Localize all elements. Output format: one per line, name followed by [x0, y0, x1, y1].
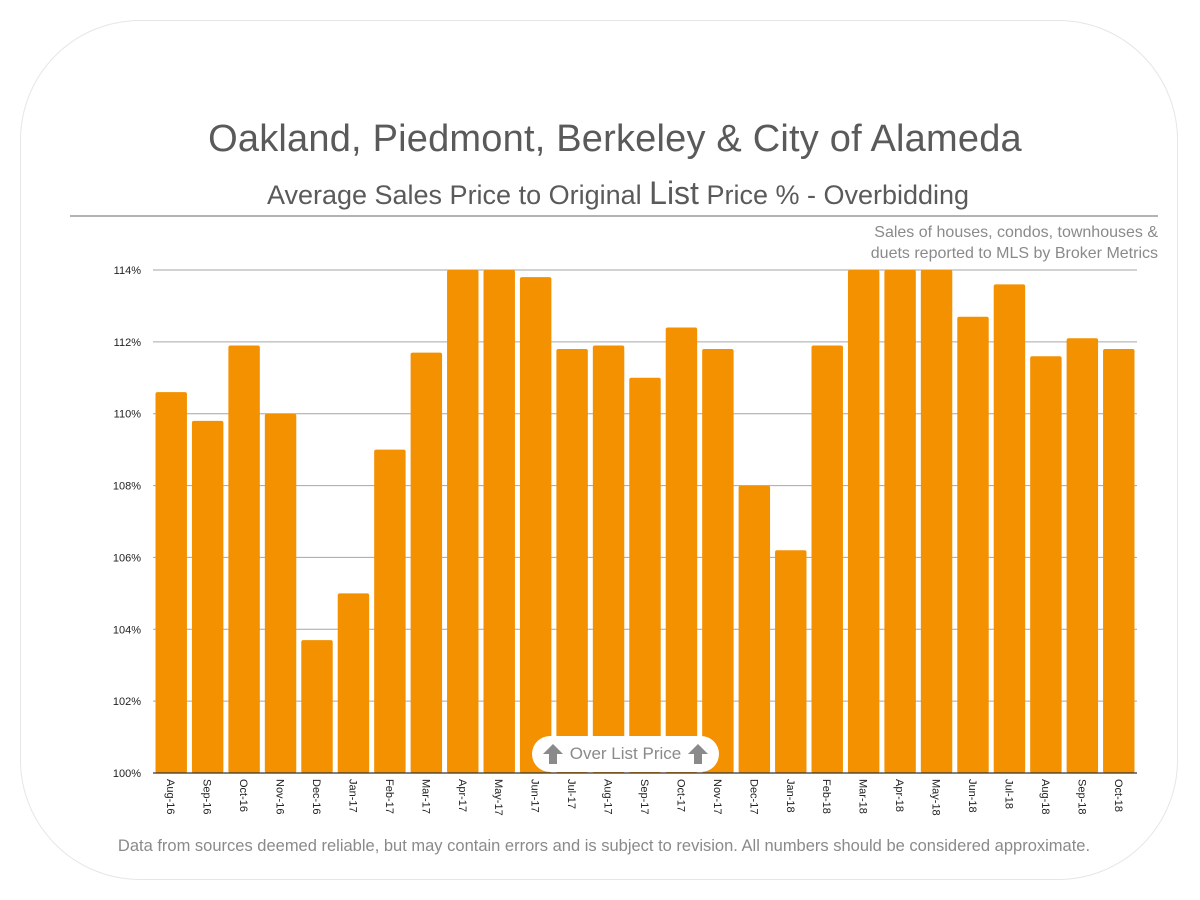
disclaimer-footer: Data from sources deemed reliable, but m…	[117, 837, 1091, 855]
x-tick-label: Aug-17	[602, 779, 614, 814]
x-tick-label: Apr-17	[456, 779, 468, 812]
x-tick-label: Nov-16	[274, 779, 286, 814]
chart-subtitle: Average Sales Price to Original List Pri…	[0, 175, 1200, 212]
y-tick-label: 104%	[113, 624, 141, 636]
source-note-line-1: Sales of houses, condos, townhouses &	[874, 224, 1158, 241]
x-tick-label: Apr-18	[893, 779, 905, 812]
bar-jan-18	[775, 550, 807, 773]
source-note: Sales of houses, condos, townhouses & du…	[828, 222, 1158, 264]
x-tick-label: Jun-18	[966, 779, 978, 813]
bar-jul-17	[556, 349, 588, 773]
x-tick-label: Jul-18	[1002, 779, 1014, 809]
bar-jun-18	[957, 316, 989, 773]
bar-oct-17	[665, 327, 698, 773]
bar-oct-18	[1103, 349, 1135, 773]
y-tick-label: 102%	[113, 696, 141, 708]
x-tick-label: Feb-17	[383, 779, 395, 814]
y-tick-label: 106%	[113, 552, 141, 564]
x-tick-label: Nov-17	[711, 779, 723, 814]
y-tick-label: 110%	[114, 409, 142, 421]
bar-jan-17	[337, 593, 370, 773]
bar-may-17	[483, 270, 515, 773]
y-tick-label: 112%	[114, 337, 142, 349]
x-tick-label: Aug-18	[1039, 779, 1051, 814]
x-tick-label: Oct-16	[237, 779, 249, 812]
x-tick-label: Jun-17	[529, 779, 541, 813]
bar-nov-17	[702, 349, 734, 773]
x-tick-label: Mar-17	[419, 779, 431, 814]
bar-may-18	[920, 270, 953, 773]
up-arrow-icon	[688, 744, 709, 764]
y-tick-label: 100%	[113, 768, 141, 780]
y-tick-label: 108%	[113, 481, 141, 493]
title-divider	[70, 215, 1158, 217]
bar-apr-17	[447, 270, 479, 773]
x-tick-label: Sep-16	[201, 779, 213, 814]
callout-label: Over List Price	[569, 744, 682, 763]
subtitle-post: Price % - Overbidding	[698, 180, 970, 210]
x-tick-label: May-18	[930, 779, 942, 816]
source-note-line-2: duets reported to MLS by Broker Metrics	[870, 245, 1158, 262]
x-tick-label: Feb-18	[820, 779, 832, 814]
chart-title: Oakland, Piedmont, Berkeley & City of Al…	[208, 118, 1022, 160]
bar-nov-16	[264, 413, 297, 773]
x-tick-label: May-17	[492, 779, 504, 816]
subtitle-pre: Average Sales Price to Original	[266, 180, 650, 210]
bar-sep-18	[1066, 338, 1099, 773]
bar-jun-17	[519, 277, 552, 773]
subtitle-emphasis: List	[649, 175, 699, 211]
bar-feb-17	[374, 449, 406, 773]
x-tick-label: Dec-17	[747, 779, 759, 814]
x-tick-label: Oct-17	[674, 779, 686, 812]
x-tick-label: Jul-17	[565, 779, 577, 809]
y-tick-label: 114%	[114, 265, 142, 277]
bar-feb-18	[811, 345, 843, 773]
x-tick-label: Jan-18	[784, 779, 796, 813]
over-list-price-callout: Over List Price	[532, 736, 719, 772]
bar-oct-16	[228, 345, 260, 773]
bar-apr-18	[884, 270, 916, 773]
bar-jul-18	[993, 284, 1026, 773]
x-tick-label: Jan-17	[346, 779, 358, 813]
bar-dec-17	[738, 485, 771, 773]
bar-dec-16	[301, 640, 333, 773]
x-tick-label: Sep-17	[638, 779, 650, 814]
x-tick-label: Aug-16	[164, 779, 176, 814]
x-axis-ticks: Aug-16 Sep-16 Oct-16 Nov-16 Dec-16 Jan-17 Feb-…	[164, 779, 1124, 816]
bars	[155, 270, 1135, 773]
bar-aug-17	[592, 345, 625, 773]
bar-sep-17	[629, 377, 661, 773]
bar-aug-18	[1030, 356, 1062, 773]
bar-sep-16	[191, 420, 224, 773]
x-tick-label: Oct-18	[1112, 779, 1124, 812]
bar-aug-16	[155, 392, 187, 773]
x-tick-label: Mar-18	[857, 779, 869, 814]
y-axis-ticks: 100% 102% 104% 106% 108% 110% 112% 114%	[113, 265, 141, 780]
bar-mar-17	[410, 352, 443, 773]
bar-mar-18	[847, 270, 880, 773]
x-tick-label: Dec-16	[310, 779, 322, 814]
x-tick-label: Sep-18	[1075, 779, 1087, 814]
up-arrow-icon	[542, 744, 563, 764]
